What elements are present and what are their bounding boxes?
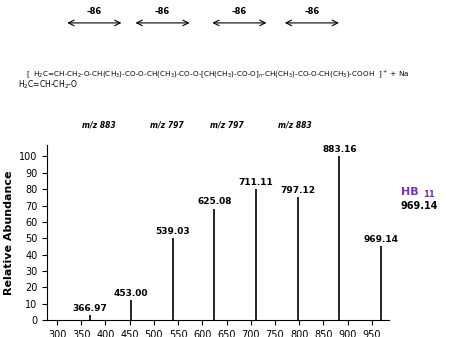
Y-axis label: Relative Abundance: Relative Abundance <box>4 170 14 295</box>
Text: HB: HB <box>401 187 418 197</box>
Text: -86: -86 <box>155 7 170 16</box>
Text: 539.03: 539.03 <box>155 227 190 236</box>
Text: 969.14: 969.14 <box>401 201 438 211</box>
Text: 797.12: 797.12 <box>280 186 315 195</box>
Text: 625.08: 625.08 <box>197 197 232 206</box>
Text: -86: -86 <box>304 7 319 16</box>
Text: 453.00: 453.00 <box>114 289 148 298</box>
Text: m/z 883: m/z 883 <box>278 121 311 130</box>
Text: 969.14: 969.14 <box>364 235 399 244</box>
Text: m/z 797: m/z 797 <box>210 121 243 130</box>
Text: m/z 883: m/z 883 <box>82 121 115 130</box>
Text: 11: 11 <box>423 190 435 199</box>
Text: $\mathregular{H_2C}$=CH-CH$_2$-O: $\mathregular{H_2C}$=CH-CH$_2$-O <box>18 79 78 91</box>
Text: m/z 797: m/z 797 <box>150 121 183 130</box>
Text: -86: -86 <box>232 7 247 16</box>
Text: 711.11: 711.11 <box>239 178 273 187</box>
Text: 366.97: 366.97 <box>72 304 107 313</box>
Text: -86: -86 <box>87 7 102 16</box>
Text: 883.16: 883.16 <box>322 145 357 154</box>
Text: [  H$_2$C=CH-CH$_2$-O-CH(CH$_3$)-CO-O-CH(CH$_3$)-CO-O-[CH(CH$_3$)-CO-O]$_n$-CH(C: [ H$_2$C=CH-CH$_2$-O-CH(CH$_3$)-CO-O-CH(… <box>27 68 410 80</box>
